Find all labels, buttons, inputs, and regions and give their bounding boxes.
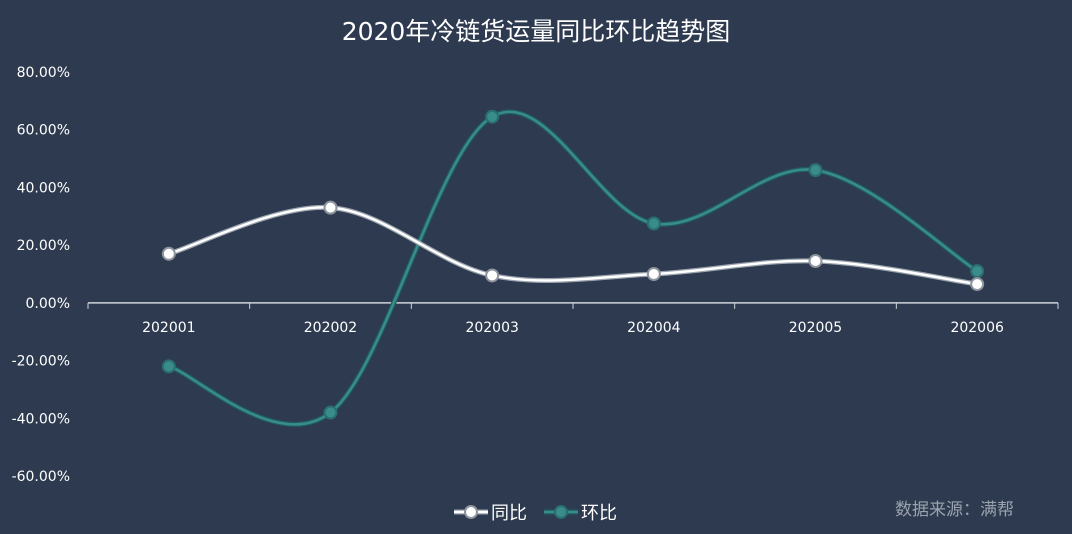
data-point-mom — [646, 216, 661, 231]
x-tick-label: 202002 — [304, 320, 357, 336]
x-tick-label: 202006 — [950, 320, 1004, 336]
data-point-yoy — [323, 200, 338, 215]
data-point-yoy — [808, 254, 823, 269]
legend-label-yoy: 同比 — [491, 503, 527, 524]
data-point-yoy — [970, 277, 985, 292]
data-point-yoy — [646, 267, 661, 281]
legend-marker-mom — [554, 505, 568, 519]
y-tick-label: 60.00% — [17, 123, 70, 139]
series-line-mom-outline — [167, 109, 979, 427]
data-point-yoy — [485, 268, 500, 283]
data-source-note: 数据来源：满帮 — [895, 500, 1014, 520]
data-point-mom — [485, 109, 500, 124]
chart-title: 2020年冷链货运量同比环比趋势图 — [342, 17, 731, 46]
x-tick-label: 202005 — [789, 320, 842, 336]
y-tick-label: -20.00% — [12, 354, 70, 370]
y-tick-label: -60.00% — [12, 469, 70, 485]
y-tick-label: -40.00% — [12, 411, 70, 427]
series-line-yoy — [168, 206, 978, 286]
y-tick-label: 20.00% — [17, 238, 70, 254]
legend-label-mom: 环比 — [581, 503, 617, 524]
y-tick-label: 80.00% — [17, 65, 70, 81]
x-tick-label: 202001 — [142, 320, 195, 336]
legend-marker-yoy — [464, 505, 478, 519]
data-point-yoy — [161, 246, 176, 261]
x-tick-label: 202003 — [465, 320, 518, 336]
series-line-yoy-outline — [168, 205, 978, 287]
data-point-mom — [161, 359, 176, 374]
y-tick-label: 40.00% — [17, 180, 70, 196]
data-point-mom — [808, 163, 823, 178]
data-point-mom — [323, 405, 338, 420]
x-tick-label: 202004 — [627, 320, 681, 336]
y-tick-label: 0.00% — [26, 296, 70, 312]
data-point-mom — [970, 264, 985, 279]
series-line-mom — [168, 110, 978, 426]
